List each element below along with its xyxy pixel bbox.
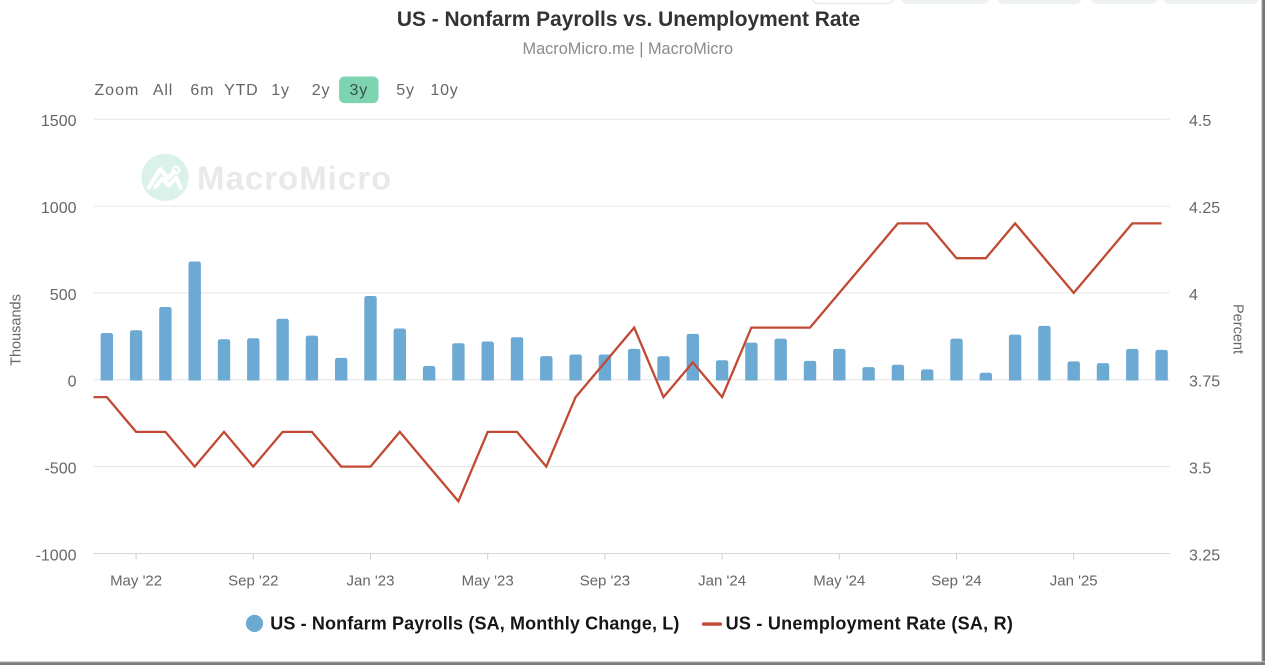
svg-text:Sep '22: Sep '22 (228, 573, 278, 590)
svg-text:-500: -500 (44, 461, 76, 478)
svg-text:1500: 1500 (41, 113, 77, 130)
svg-text:Jan '24: Jan '24 (698, 573, 746, 590)
svg-text:MacroMicro.me | MacroMicro: MacroMicro.me | MacroMicro (523, 40, 733, 58)
svg-text:4.5: 4.5 (1189, 113, 1211, 130)
svg-text:10y: 10y (430, 82, 458, 99)
svg-text:Zoom: Zoom (94, 82, 139, 99)
svg-text:May '23: May '23 (462, 573, 514, 590)
svg-text:Sep '24: Sep '24 (931, 573, 981, 590)
svg-text:MacroMicro: MacroMicro (197, 160, 392, 197)
svg-text:Jan '23: Jan '23 (347, 573, 395, 590)
svg-text:1000: 1000 (41, 200, 77, 217)
svg-text:1y: 1y (271, 82, 290, 99)
svg-text:YTD: YTD (224, 82, 258, 99)
svg-text:0: 0 (68, 374, 77, 391)
svg-text:-1000: -1000 (36, 548, 77, 565)
svg-text:Percent: Percent (1230, 304, 1246, 354)
svg-text:Sep '23: Sep '23 (580, 573, 630, 590)
svg-text:4: 4 (1189, 287, 1198, 304)
svg-text:6m: 6m (190, 82, 214, 99)
svg-text:3y: 3y (350, 82, 369, 99)
svg-text:3.25: 3.25 (1189, 548, 1220, 565)
svg-text:500: 500 (50, 287, 77, 304)
svg-text:2y: 2y (312, 82, 331, 99)
svg-text:Thousands: Thousands (9, 294, 25, 366)
svg-text:4.25: 4.25 (1189, 200, 1220, 217)
svg-text:May '22: May '22 (110, 573, 162, 590)
svg-text:3.5: 3.5 (1189, 461, 1211, 478)
svg-text:US - Nonfarm Payrolls vs. Unem: US - Nonfarm Payrolls vs. Unemployment R… (397, 8, 860, 31)
svg-text:US - Unemployment Rate (SA, R): US - Unemployment Rate (SA, R) (726, 614, 1014, 634)
svg-text:All: All (153, 82, 173, 99)
svg-text:May '24: May '24 (813, 573, 865, 590)
svg-text:Jan '25: Jan '25 (1050, 573, 1098, 590)
svg-text:5y: 5y (396, 82, 415, 99)
svg-text:US - Nonfarm Payrolls (SA, Mon: US - Nonfarm Payrolls (SA, Monthly Chang… (270, 614, 679, 634)
svg-text:3.75: 3.75 (1189, 374, 1220, 391)
